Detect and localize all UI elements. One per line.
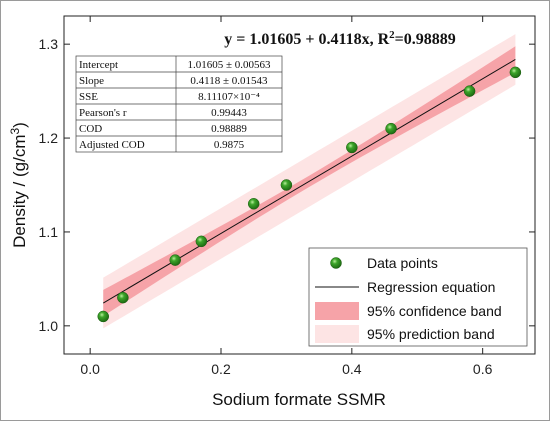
data-point (385, 122, 397, 135)
data-point (463, 85, 476, 97)
stats-row-value: 8.11107×10⁻⁴ (198, 91, 260, 103)
stats-row-label: Pearson's r (79, 107, 127, 119)
data-point (247, 198, 260, 210)
stats-row-value: 0.4118 ± 0.01543 (190, 75, 268, 87)
legend-swatch-prediction (315, 325, 359, 343)
stats-row-value: 0.98889 (211, 123, 247, 135)
legend-label: Data points (367, 255, 438, 271)
y-tick-label: 1.1 (39, 224, 59, 240)
legend-swatch-confidence (315, 302, 359, 320)
y-axis-label: Density / (g/cm3) (8, 122, 29, 248)
y-tick-label: 1.0 (39, 318, 59, 334)
data-point (97, 310, 109, 323)
legend-label: 95% prediction band (367, 326, 495, 342)
data-point (509, 66, 522, 79)
stats-row-value: 0.99443 (211, 107, 247, 119)
stats-row-label: Adjusted COD (79, 139, 145, 151)
legend: Data points Regression equation 95% confid… (308, 247, 528, 347)
data-point (346, 141, 358, 154)
x-tick-label: 0.6 (473, 361, 493, 377)
y-tick-label: 1.2 (39, 130, 59, 146)
stats-row-label: Intercept (79, 59, 118, 71)
stats-row-label: COD (79, 123, 102, 135)
stats-row-value: 1.01605 ± 0.00563 (187, 59, 271, 71)
x-tick-label: 0.2 (211, 361, 231, 377)
data-point (117, 291, 129, 304)
stats-row-label: SSE (79, 91, 98, 103)
stats-row-label: Slope (79, 75, 104, 87)
legend-swatch-points (330, 257, 342, 269)
x-tick-label: 0.0 (80, 361, 100, 377)
data-point (169, 254, 181, 266)
axis-ticks: 0.0 0.2 0.4 0.6 1.0 1.1 1.2 1.3 (39, 16, 535, 377)
y-tick-label: 1.3 (39, 36, 59, 52)
data-point (280, 179, 293, 191)
legend-label: 95% confidence band (367, 303, 502, 319)
data-points-layer (97, 66, 522, 323)
plot-area-border (63, 15, 536, 355)
data-point (195, 235, 208, 248)
x-tick-label: 0.4 (342, 361, 362, 377)
stats-row-value: 0.9875 (214, 139, 245, 151)
stats-table: Intercept 1.01605 ± 0.00563 Slope 0.4118 ± … (75, 55, 283, 153)
equation-label: y = 1.01605 + 0.4118x, R2=0.98889 (224, 29, 456, 48)
x-axis-label: Sodium formate SSMR (212, 390, 386, 409)
legend-label: Regression equation (367, 279, 495, 295)
